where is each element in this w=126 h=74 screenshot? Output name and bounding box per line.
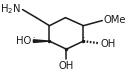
Polygon shape <box>33 40 49 42</box>
Text: H$_2$N: H$_2$N <box>0 2 21 16</box>
Text: OMe: OMe <box>104 15 126 25</box>
Text: HO: HO <box>16 36 31 46</box>
Text: OH: OH <box>101 39 116 49</box>
Text: OH: OH <box>59 61 74 71</box>
Text: ·: · <box>82 36 84 42</box>
Text: ·: · <box>32 36 35 42</box>
